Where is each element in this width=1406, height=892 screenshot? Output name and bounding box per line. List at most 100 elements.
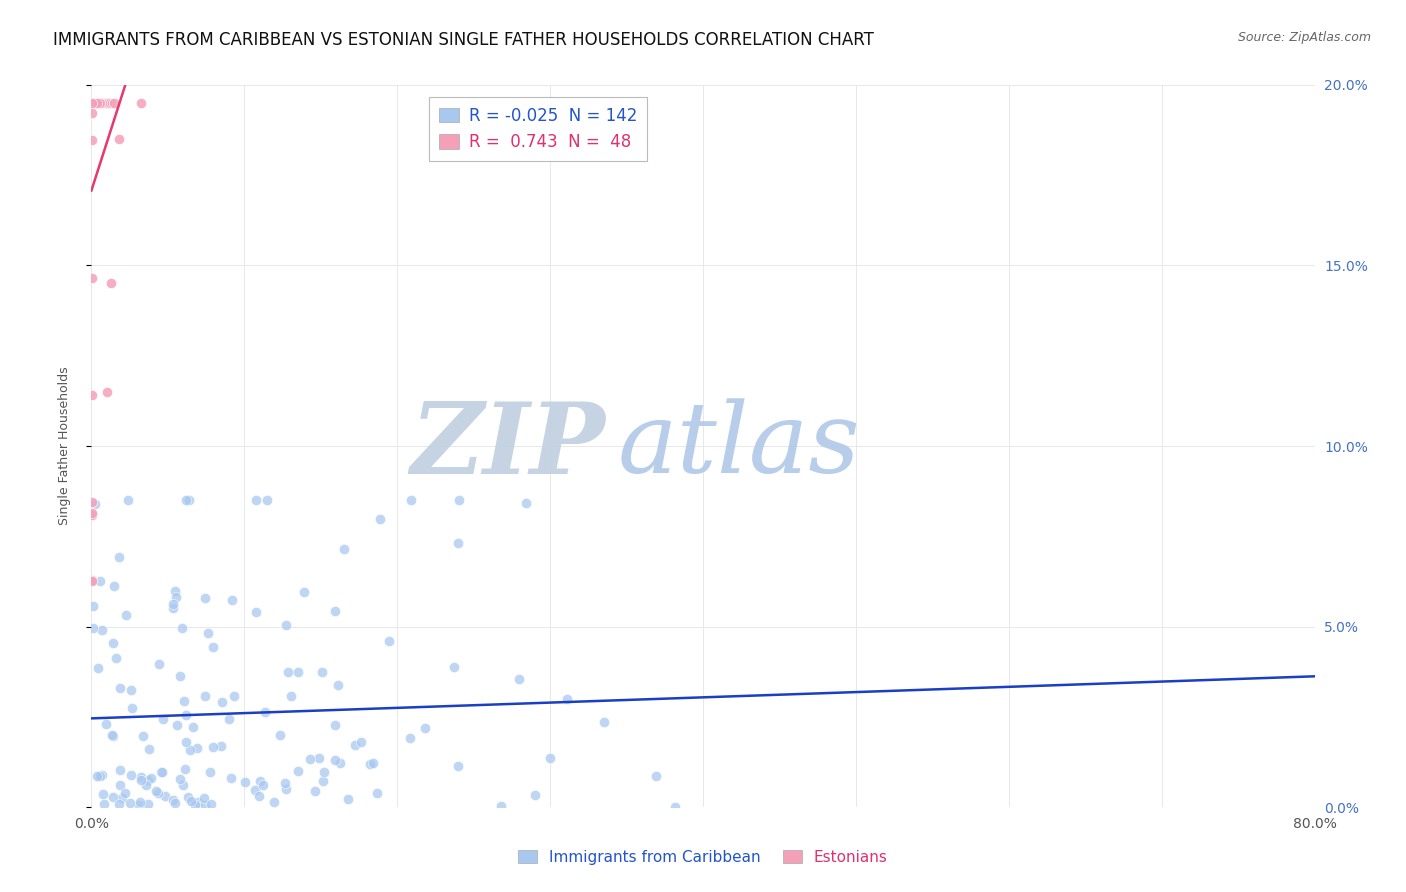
Point bbox=[218, 712, 240, 726]
Point bbox=[165, 584, 187, 599]
Point bbox=[538, 751, 561, 765]
Point bbox=[103, 579, 125, 593]
Point bbox=[80, 573, 103, 587]
Point bbox=[83, 95, 105, 110]
Point bbox=[86, 95, 108, 110]
Point bbox=[209, 739, 232, 754]
Point bbox=[135, 778, 157, 792]
Point bbox=[664, 799, 686, 814]
Point bbox=[84, 95, 107, 110]
Point bbox=[181, 720, 204, 734]
Point bbox=[252, 778, 274, 792]
Point bbox=[108, 778, 131, 792]
Point bbox=[198, 764, 221, 779]
Point bbox=[186, 741, 208, 756]
Point bbox=[183, 797, 205, 812]
Point bbox=[83, 95, 105, 110]
Point bbox=[179, 743, 201, 757]
Point bbox=[323, 718, 346, 732]
Point bbox=[101, 790, 124, 805]
Point bbox=[233, 774, 256, 789]
Text: atlas: atlas bbox=[617, 399, 860, 493]
Point bbox=[108, 797, 131, 811]
Point bbox=[308, 751, 330, 765]
Point bbox=[489, 799, 512, 814]
Point bbox=[202, 740, 225, 755]
Point bbox=[162, 792, 184, 806]
Point bbox=[84, 95, 107, 110]
Text: IMMIGRANTS FROM CARIBBEAN VS ESTONIAN SINGLE FATHER HOUSEHOLDS CORRELATION CHART: IMMIGRANTS FROM CARIBBEAN VS ESTONIAN SI… bbox=[53, 31, 875, 49]
Point bbox=[249, 774, 271, 789]
Text: Source: ZipAtlas.com: Source: ZipAtlas.com bbox=[1237, 31, 1371, 45]
Point bbox=[91, 95, 114, 110]
Point bbox=[177, 790, 200, 805]
Point bbox=[187, 795, 209, 809]
Point bbox=[82, 133, 104, 147]
Point bbox=[211, 695, 233, 709]
Point bbox=[169, 669, 191, 683]
Point bbox=[86, 769, 108, 783]
Point bbox=[366, 786, 388, 800]
Legend: R = -0.025  N = 142, R =  0.743  N =  48: R = -0.025 N = 142, R = 0.743 N = 48 bbox=[429, 96, 647, 161]
Point bbox=[221, 771, 243, 785]
Point bbox=[194, 690, 217, 704]
Point bbox=[91, 623, 114, 637]
Point bbox=[508, 672, 530, 686]
Point bbox=[174, 708, 197, 723]
Point bbox=[89, 95, 111, 110]
Point bbox=[150, 764, 173, 779]
Point bbox=[93, 95, 115, 110]
Point bbox=[80, 508, 103, 523]
Point bbox=[82, 95, 104, 110]
Point bbox=[100, 277, 122, 291]
Legend: Immigrants from Caribbean, Estonians: Immigrants from Caribbean, Estonians bbox=[512, 844, 894, 871]
Point bbox=[103, 95, 125, 110]
Point bbox=[84, 95, 107, 110]
Point bbox=[83, 95, 105, 110]
Point bbox=[592, 715, 614, 730]
Point bbox=[311, 665, 333, 680]
Point bbox=[298, 751, 321, 765]
Point bbox=[269, 728, 291, 742]
Point bbox=[150, 765, 173, 780]
Point bbox=[96, 716, 118, 731]
Point bbox=[174, 763, 197, 777]
Point bbox=[153, 789, 176, 803]
Point bbox=[326, 678, 349, 692]
Point bbox=[136, 797, 159, 811]
Point bbox=[179, 493, 201, 508]
Point bbox=[280, 689, 302, 703]
Point bbox=[100, 95, 122, 110]
Point bbox=[401, 493, 423, 508]
Y-axis label: Single Father Households: Single Father Households bbox=[58, 367, 70, 525]
Point bbox=[323, 754, 346, 768]
Point bbox=[200, 797, 222, 812]
Point bbox=[89, 95, 111, 110]
Point bbox=[377, 634, 399, 648]
Point bbox=[243, 783, 266, 797]
Point bbox=[447, 493, 470, 508]
Point bbox=[83, 95, 105, 110]
Point bbox=[132, 729, 155, 743]
Point bbox=[82, 621, 104, 635]
Point bbox=[120, 796, 142, 810]
Point bbox=[103, 636, 125, 650]
Point bbox=[287, 764, 309, 778]
Point bbox=[287, 665, 309, 679]
Point bbox=[201, 640, 224, 655]
Point bbox=[447, 759, 470, 773]
Point bbox=[84, 95, 107, 110]
Point bbox=[447, 536, 470, 550]
Point bbox=[83, 95, 105, 110]
Point bbox=[224, 689, 246, 703]
Point bbox=[87, 95, 110, 110]
Point bbox=[172, 621, 194, 635]
Point bbox=[274, 781, 297, 796]
Point bbox=[120, 767, 142, 781]
Point bbox=[82, 95, 104, 110]
Point bbox=[82, 105, 104, 120]
Point bbox=[108, 681, 131, 695]
Point bbox=[108, 764, 131, 778]
Point bbox=[361, 756, 384, 771]
Point bbox=[263, 795, 285, 809]
